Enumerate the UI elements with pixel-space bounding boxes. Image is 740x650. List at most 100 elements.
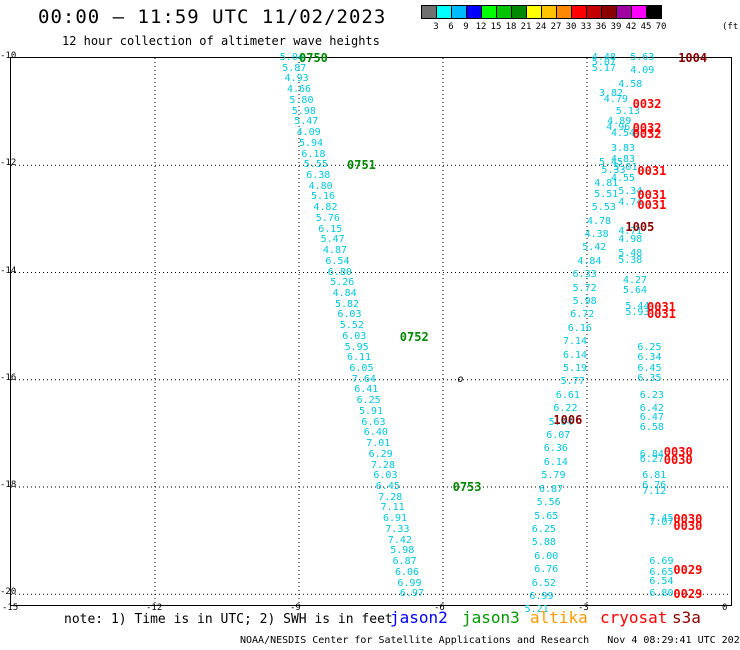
wave-height-value: 6.41 bbox=[354, 384, 379, 396]
wave-height-value: 6.27 bbox=[639, 454, 664, 466]
wave-height-value: 7.01 bbox=[366, 438, 391, 450]
wave-height-value: 4.87 bbox=[323, 245, 348, 257]
pass-time-label: 1004 bbox=[678, 51, 708, 65]
wave-height-value: 5.72 bbox=[572, 282, 597, 294]
color-swatch bbox=[631, 5, 647, 19]
map-plot-area: o 5.04 5.87 4.93 4.66 5.80 5.98 5.47 4.09 5.94 6.1… bbox=[10, 52, 732, 615]
wave-height-value: 5.21 bbox=[524, 604, 549, 616]
legend-item-jason3: jason3 bbox=[462, 608, 520, 627]
pass-time-label: 0032 bbox=[632, 96, 662, 111]
wave-height-value: 4.84 bbox=[332, 287, 357, 299]
wave-height-value: 6.54 bbox=[325, 255, 350, 267]
wave-height-value: 6.80 bbox=[327, 266, 352, 278]
color-swatch bbox=[466, 5, 482, 19]
pass-time-label: 0751 bbox=[347, 158, 376, 173]
wave-height-value: 5.01 bbox=[613, 161, 638, 173]
wave-height-value: 4.84 bbox=[577, 255, 602, 267]
wave-height-value: 5.95 bbox=[344, 341, 369, 353]
color-scale-label: 42 bbox=[625, 22, 637, 32]
wave-height-value: 6.54 bbox=[649, 576, 674, 588]
wave-height-value: 6.33 bbox=[572, 269, 597, 281]
pass-time-label: 0753 bbox=[452, 480, 482, 495]
page-subtitle: 12 hour collection of altimeter wave hei… bbox=[62, 34, 380, 48]
color-swatch bbox=[541, 5, 557, 19]
wave-height-value: 6.63 bbox=[361, 416, 386, 428]
wave-height-value: 6.35 bbox=[637, 372, 662, 384]
wave-height-value: 4.74 bbox=[618, 196, 643, 208]
wave-height-value: 6.72 bbox=[570, 309, 595, 321]
wave-height-value: 7.45 bbox=[649, 513, 674, 525]
pass-time-label: 0750 bbox=[299, 51, 328, 65]
wave-height-value: 6.23 bbox=[639, 389, 664, 401]
color-swatch bbox=[496, 5, 512, 19]
color-scale-label: 3 bbox=[433, 22, 439, 32]
pass-time-label: 0031 bbox=[647, 300, 676, 315]
wave-height-value: 5.51 bbox=[594, 188, 619, 200]
color-swatch bbox=[511, 5, 527, 19]
wave-height-value: 6.03 bbox=[342, 330, 367, 342]
color-scale-label: 21 bbox=[520, 22, 532, 32]
wave-height-value: 5.44 bbox=[625, 301, 650, 313]
wave-height-value: 6.87 bbox=[392, 556, 417, 568]
color-scale-label: 70 bbox=[655, 22, 667, 32]
wave-height-value: 6.34 bbox=[637, 352, 662, 364]
wave-height-value: 5.94 bbox=[299, 137, 324, 149]
wave-height-value: 5.17 bbox=[591, 62, 616, 74]
wave-height-value: 5.47 bbox=[294, 116, 319, 128]
wave-height-value: 4.78 bbox=[587, 215, 612, 227]
latitude-tick-label: -14 bbox=[0, 265, 17, 276]
footer-note: note: 1) Time is in UTC; 2) SWH is in fe… bbox=[64, 612, 393, 627]
wave-height-value: 3.82 bbox=[599, 88, 624, 100]
color-scale-label: 12 bbox=[475, 22, 487, 32]
color-scale-unit: (ft) bbox=[722, 22, 740, 32]
pass-time-label: 1005 bbox=[625, 219, 655, 234]
wave-height-value: 5.56 bbox=[536, 497, 561, 509]
map-grid bbox=[11, 58, 731, 605]
color-scale-label: 27 bbox=[550, 22, 562, 32]
wave-height-value: 4.55 bbox=[611, 172, 636, 184]
wave-height-value: 7.33 bbox=[385, 523, 410, 535]
wave-height-value: 6.03 bbox=[373, 470, 398, 482]
wave-height-value: 6.25 bbox=[356, 395, 381, 407]
wave-height-value: 6.45 bbox=[637, 363, 662, 375]
color-scale-label: 15 bbox=[490, 22, 502, 32]
wave-height-value: 5.64 bbox=[548, 416, 573, 428]
wave-height-value: 5.98 bbox=[291, 105, 316, 117]
longitude-tick-label: -9 bbox=[290, 603, 301, 613]
pass-time-label: 0030 bbox=[673, 512, 703, 527]
wave-height-value: 6.25 bbox=[637, 341, 662, 353]
wave-height-value: 6.40 bbox=[363, 427, 388, 439]
wave-height-value: 7.07 bbox=[649, 517, 674, 529]
color-scale-label: 30 bbox=[565, 22, 577, 32]
longitude-tick-label: -12 bbox=[146, 603, 163, 613]
wave-height-value: 5.80 bbox=[289, 94, 314, 106]
color-swatch bbox=[646, 5, 662, 19]
wave-height-value: 6.36 bbox=[543, 443, 568, 455]
credit-text: NOAA/NESDIS Center for Satellite Applica… bbox=[240, 635, 590, 646]
color-swatch bbox=[526, 5, 542, 19]
wave-height-value: 4.96 bbox=[606, 121, 631, 133]
wave-height-value: 6.80 bbox=[649, 588, 674, 600]
wave-height-value: 5.19 bbox=[563, 363, 588, 375]
wave-height-value: 6.58 bbox=[639, 422, 664, 434]
color-scale-label: 33 bbox=[580, 22, 592, 32]
wave-height-value: 6.11 bbox=[347, 352, 372, 364]
wave-height-value: 5.82 bbox=[335, 298, 360, 310]
wave-height-value: 6.76 bbox=[534, 564, 559, 576]
pass-time-label: 0032 bbox=[632, 127, 662, 142]
wave-height-value: 6.84 bbox=[639, 448, 664, 460]
wave-height-value: 5.45 bbox=[599, 156, 624, 168]
wave-height-value: 6.42 bbox=[639, 403, 664, 415]
legend-item-cryosat: cryosat bbox=[600, 608, 668, 627]
wave-height-value: 4.66 bbox=[287, 84, 312, 96]
wave-height-value: 7.28 bbox=[378, 491, 403, 503]
generated-timestamp: Nov 4 08:29:41 UTC 2023 bbox=[607, 635, 740, 646]
wave-height-value: 6.05 bbox=[349, 363, 374, 375]
color-scale-label: 36 bbox=[595, 22, 607, 32]
wave-height-value: 5.98 bbox=[572, 296, 597, 307]
wave-height-value: 4.27 bbox=[623, 274, 648, 286]
longitude-tick-label: 0 bbox=[722, 603, 728, 613]
wave-height-value: 6.76 bbox=[642, 479, 667, 491]
legend-item-s3a: s3a bbox=[672, 608, 701, 627]
